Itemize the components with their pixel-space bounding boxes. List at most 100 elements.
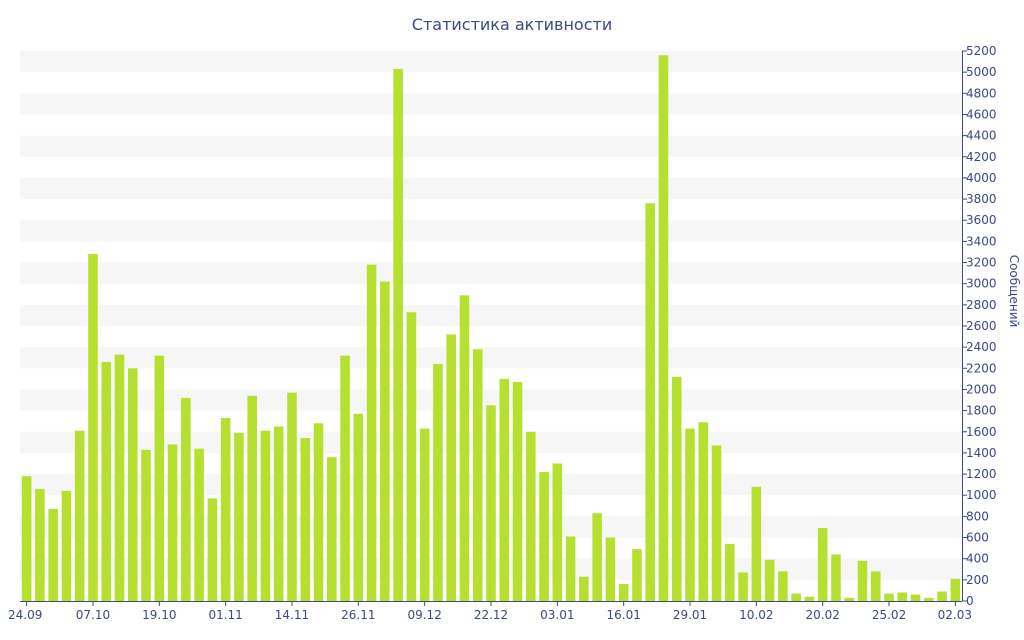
y-tick-label: 2400: [966, 340, 997, 354]
bar[interactable]: [592, 513, 602, 601]
bar[interactable]: [764, 559, 775, 601]
x-axis: 24.09 07.10 19.10 01.11 14.11 26.11 09.12 22.12…: [8, 601, 972, 622]
bar[interactable]: [366, 264, 377, 601]
bar[interactable]: [751, 486, 762, 601]
bar[interactable]: [459, 295, 470, 601]
bar[interactable]: [870, 571, 881, 601]
bar[interactable]: [698, 422, 709, 601]
y-tick-label: 4400: [966, 129, 997, 143]
bar[interactable]: [273, 426, 284, 601]
y-tick-label: 4000: [966, 171, 997, 185]
bar[interactable]: [353, 413, 364, 601]
bar[interactable]: [579, 576, 589, 601]
bar[interactable]: [313, 423, 324, 601]
x-tick-label: 07.10: [76, 608, 110, 622]
x-tick-label: 29.01: [673, 608, 707, 622]
x-tick-label: 16.01: [606, 608, 640, 622]
bar[interactable]: [924, 597, 934, 601]
y-tick-label: 400: [966, 552, 989, 566]
bar[interactable]: [937, 591, 947, 601]
bar[interactable]: [48, 508, 58, 601]
bar[interactable]: [711, 445, 722, 601]
bar[interactable]: [565, 536, 576, 601]
bar[interactable]: [831, 554, 841, 601]
bar[interactable]: [605, 537, 616, 601]
bar[interactable]: [340, 355, 350, 601]
bar[interactable]: [433, 364, 443, 601]
bar[interactable]: [725, 543, 735, 601]
bar[interactable]: [738, 572, 748, 601]
bar[interactable]: [260, 430, 271, 601]
bar[interactable]: [393, 68, 403, 602]
bar[interactable]: [897, 592, 908, 601]
x-tick-label: 09.12: [407, 608, 441, 622]
bar[interactable]: [327, 457, 337, 601]
bar[interactable]: [114, 354, 125, 601]
y-axis: 0 200 400 600 800 1000 1200 1400 1600 1800 2000 220…: [962, 44, 997, 608]
y-tick-label: 0: [966, 594, 974, 608]
bar[interactable]: [181, 397, 191, 601]
bar[interactable]: [234, 432, 244, 601]
bar[interactable]: [552, 463, 563, 602]
bar[interactable]: [128, 368, 138, 601]
x-tick-label: 25.02: [872, 608, 906, 622]
bar[interactable]: [791, 593, 801, 601]
x-tick-label: 14.11: [275, 608, 309, 622]
bar[interactable]: [817, 528, 828, 601]
bar[interactable]: [844, 597, 854, 601]
bar[interactable]: [472, 349, 483, 601]
y-tick-label: 3200: [966, 256, 997, 270]
bar[interactable]: [804, 596, 815, 601]
bar[interactable]: [910, 594, 921, 601]
bar[interactable]: [486, 405, 496, 601]
x-tick-label: 20.02: [806, 608, 840, 622]
bar[interactable]: [419, 428, 430, 601]
bar[interactable]: [950, 578, 961, 601]
bar[interactable]: [685, 428, 695, 601]
bar[interactable]: [671, 376, 682, 601]
bar[interactable]: [247, 395, 257, 601]
bar[interactable]: [658, 55, 669, 602]
bar[interactable]: [512, 382, 523, 601]
bar[interactable]: [406, 312, 417, 601]
bar[interactable]: [618, 584, 629, 601]
grid-band: [20, 51, 962, 73]
x-tick-label: 10.02: [739, 608, 773, 622]
bar[interactable]: [857, 560, 868, 601]
y-tick-label: 1800: [966, 404, 997, 418]
bar[interactable]: [300, 438, 311, 601]
grid-band: [20, 93, 962, 115]
bar[interactable]: [778, 571, 788, 601]
bar[interactable]: [154, 355, 165, 601]
y-tick-label: 1000: [966, 488, 997, 502]
bar[interactable]: [194, 448, 204, 601]
bar[interactable]: [74, 430, 85, 601]
bar[interactable]: [220, 418, 231, 601]
y-tick-label: 4600: [966, 107, 997, 121]
x-tick-label: 26.11: [341, 608, 375, 622]
bar[interactable]: [526, 431, 536, 601]
bar[interactable]: [35, 488, 45, 601]
bar[interactable]: [380, 281, 390, 601]
bar[interactable]: [101, 361, 112, 601]
bar[interactable]: [141, 449, 151, 601]
bar[interactable]: [446, 334, 456, 601]
bar[interactable]: [88, 254, 98, 601]
bar[interactable]: [167, 444, 178, 601]
bar[interactable]: [61, 491, 72, 601]
bar[interactable]: [499, 378, 510, 601]
y-tick-label: 600: [966, 531, 989, 545]
y-tick-label: 2800: [966, 298, 997, 312]
y-tick-label: 5200: [966, 44, 997, 58]
grid-band: [20, 220, 962, 242]
bar[interactable]: [645, 203, 655, 601]
bar[interactable]: [884, 593, 894, 601]
bar[interactable]: [632, 549, 642, 601]
bar[interactable]: [539, 471, 549, 601]
bar[interactable]: [287, 392, 297, 601]
grid-band: [20, 262, 962, 284]
bar[interactable]: [21, 476, 32, 601]
y-tick-label: 5000: [966, 65, 997, 79]
bar[interactable]: [207, 498, 218, 601]
